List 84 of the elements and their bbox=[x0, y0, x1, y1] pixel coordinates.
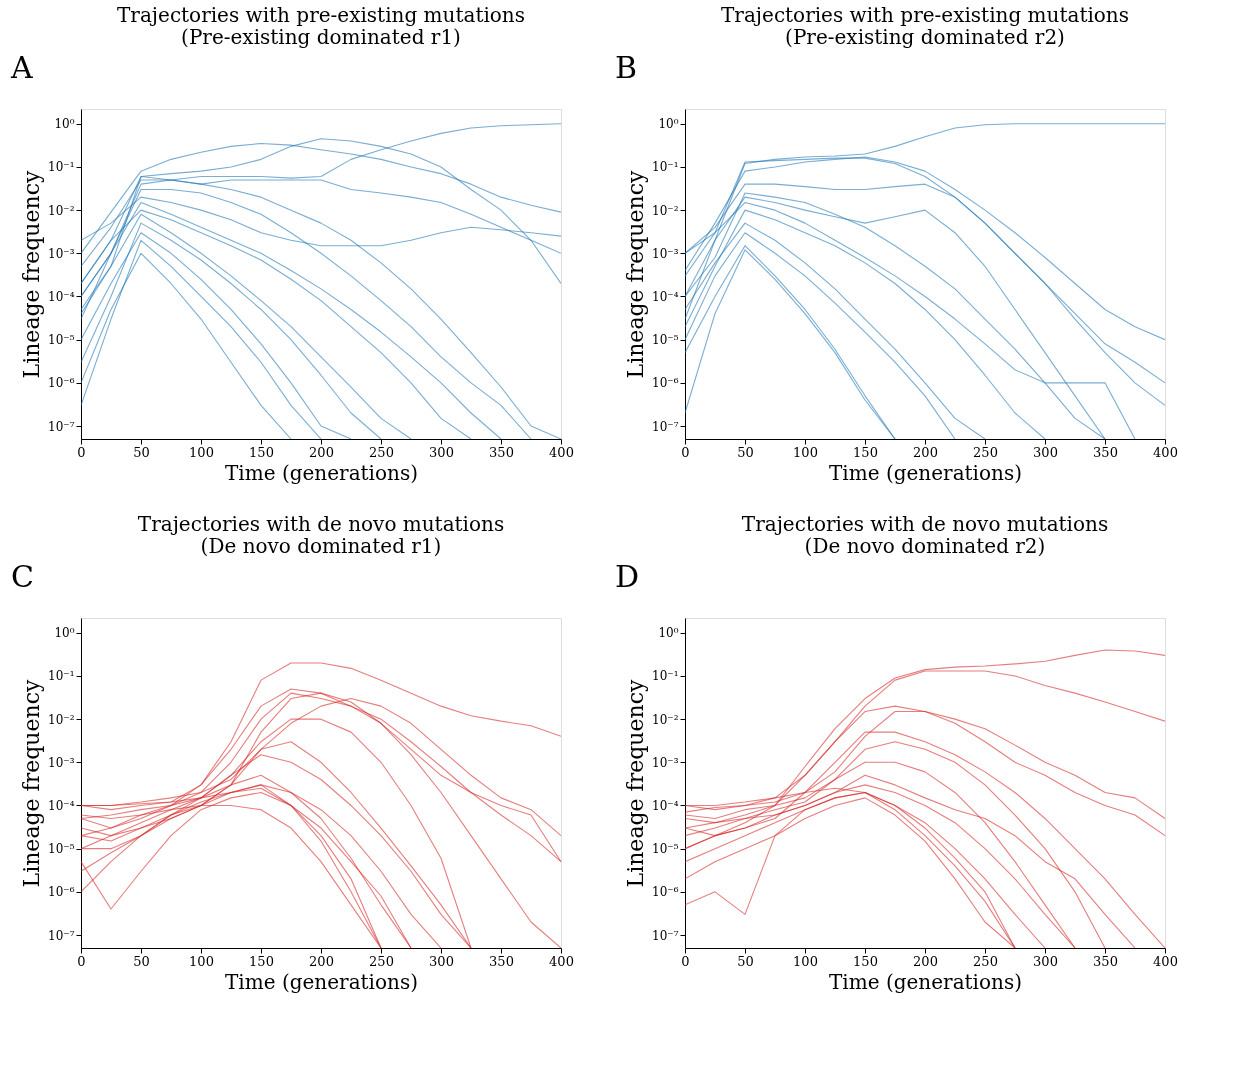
x-axis-title: Time (generations) bbox=[829, 460, 1022, 485]
y-tick-label: 10⁻⁴ bbox=[652, 289, 679, 304]
chart-title: Trajectories with pre-existing mutations (Pre-existing dominated r1) bbox=[117, 3, 525, 49]
chart-title: Trajectories with de novo mutations (De novo dominated r2) bbox=[741, 512, 1109, 558]
x-tick-label: 100 bbox=[189, 953, 214, 969]
y-tick-label: 10⁰ bbox=[54, 117, 75, 132]
x-tick-label: 300 bbox=[1033, 953, 1058, 969]
x-tick-label: 100 bbox=[189, 444, 214, 460]
y-tick-label: 10⁻⁶ bbox=[48, 885, 75, 900]
x-tick-label: 100 bbox=[793, 444, 818, 460]
y-tick-label: 10⁰ bbox=[658, 117, 679, 132]
y-tick-label: 10⁻⁵ bbox=[48, 333, 75, 348]
x-tick-label: 200 bbox=[913, 953, 938, 969]
x-tick-label: 200 bbox=[913, 444, 938, 460]
y-tick-label: 10⁻⁶ bbox=[652, 885, 679, 900]
x-tick-label: 50 bbox=[737, 444, 754, 460]
chart-title: Trajectories with de novo mutations (De novo dominated r1) bbox=[137, 512, 505, 558]
chart-title: Trajectories with pre-existing mutations (Pre-existing dominated r2) bbox=[721, 3, 1129, 49]
y-tick-label: 10⁻² bbox=[652, 203, 679, 218]
x-tick-label: 400 bbox=[1153, 953, 1178, 969]
y-tick-label: 10⁻⁵ bbox=[652, 333, 679, 348]
y-tick-label: 10⁻³ bbox=[48, 755, 75, 770]
y-tick-label: 10⁻¹ bbox=[48, 160, 75, 175]
x-tick-label: 50 bbox=[133, 444, 150, 460]
x-tick-label: 150 bbox=[853, 444, 878, 460]
y-tick-label: 10⁻⁷ bbox=[48, 928, 75, 943]
y-tick-label: 10⁻¹ bbox=[652, 669, 679, 684]
x-axis-title: Time (generations) bbox=[225, 460, 418, 485]
y-axis-title: Lineage frequency bbox=[19, 678, 45, 888]
y-tick-label: 10⁻⁷ bbox=[652, 928, 679, 943]
text: A bbox=[10, 50, 33, 85]
x-tick-label: 400 bbox=[1153, 444, 1178, 460]
x-tick-label: 100 bbox=[793, 953, 818, 969]
x-tick-label: 0 bbox=[681, 953, 690, 969]
x-tick-label: 200 bbox=[309, 444, 334, 460]
text: D bbox=[615, 559, 640, 594]
y-tick-label: 10⁻³ bbox=[652, 246, 679, 261]
x-tick-label: 300 bbox=[429, 444, 454, 460]
x-tick-label: 200 bbox=[309, 953, 334, 969]
y-axis-title: Lineage frequency bbox=[623, 169, 649, 379]
y-axis-title: Lineage frequency bbox=[623, 678, 649, 888]
y-tick-label: 10⁻⁷ bbox=[652, 419, 679, 434]
y-tick-label: 10⁻² bbox=[652, 712, 679, 727]
x-tick-label: 50 bbox=[737, 953, 754, 969]
x-tick-label: 0 bbox=[681, 444, 690, 460]
x-tick-label: 400 bbox=[549, 444, 574, 460]
x-tick-label: 350 bbox=[1093, 953, 1118, 969]
y-tick-label: 10⁻² bbox=[48, 712, 75, 727]
x-tick-label: 50 bbox=[133, 953, 150, 969]
x-tick-label: 250 bbox=[369, 953, 394, 969]
x-axis-title: Time (generations) bbox=[829, 969, 1022, 994]
x-tick-label: 0 bbox=[77, 444, 86, 460]
x-tick-label: 0 bbox=[77, 953, 86, 969]
y-tick-label: 10⁻⁵ bbox=[48, 842, 75, 857]
x-tick-label: 300 bbox=[429, 953, 454, 969]
x-axis-title: Time (generations) bbox=[225, 969, 418, 994]
y-tick-label: 10⁻² bbox=[48, 203, 75, 218]
y-tick-label: 10⁻³ bbox=[652, 755, 679, 770]
x-tick-label: 150 bbox=[249, 444, 274, 460]
x-tick-label: 300 bbox=[1033, 444, 1058, 460]
x-tick-label: 250 bbox=[973, 953, 998, 969]
y-tick-label: 10⁻¹ bbox=[48, 669, 75, 684]
y-tick-label: 10⁻⁷ bbox=[48, 419, 75, 434]
y-tick-label: 10⁰ bbox=[658, 626, 679, 641]
y-tick-label: 10⁰ bbox=[54, 626, 75, 641]
y-tick-label: 10⁻⁴ bbox=[652, 798, 679, 813]
x-tick-label: 350 bbox=[489, 953, 514, 969]
y-tick-label: 10⁻¹ bbox=[652, 160, 679, 175]
x-tick-label: 250 bbox=[973, 444, 998, 460]
x-tick-label: 150 bbox=[249, 953, 274, 969]
x-tick-label: 400 bbox=[549, 953, 574, 969]
y-tick-label: 10⁻⁵ bbox=[652, 842, 679, 857]
y-tick-label: 10⁻⁶ bbox=[48, 376, 75, 391]
x-tick-label: 350 bbox=[489, 444, 514, 460]
text: C bbox=[11, 559, 34, 594]
x-tick-label: 350 bbox=[1093, 444, 1118, 460]
y-axis-title: Lineage frequency bbox=[19, 169, 45, 379]
x-tick-label: 150 bbox=[853, 953, 878, 969]
y-tick-label: 10⁻⁴ bbox=[48, 798, 75, 813]
y-tick-label: 10⁻⁴ bbox=[48, 289, 75, 304]
x-tick-label: 250 bbox=[369, 444, 394, 460]
text: B bbox=[615, 50, 638, 85]
y-tick-label: 10⁻⁶ bbox=[652, 376, 679, 391]
y-tick-label: 10⁻³ bbox=[48, 246, 75, 261]
